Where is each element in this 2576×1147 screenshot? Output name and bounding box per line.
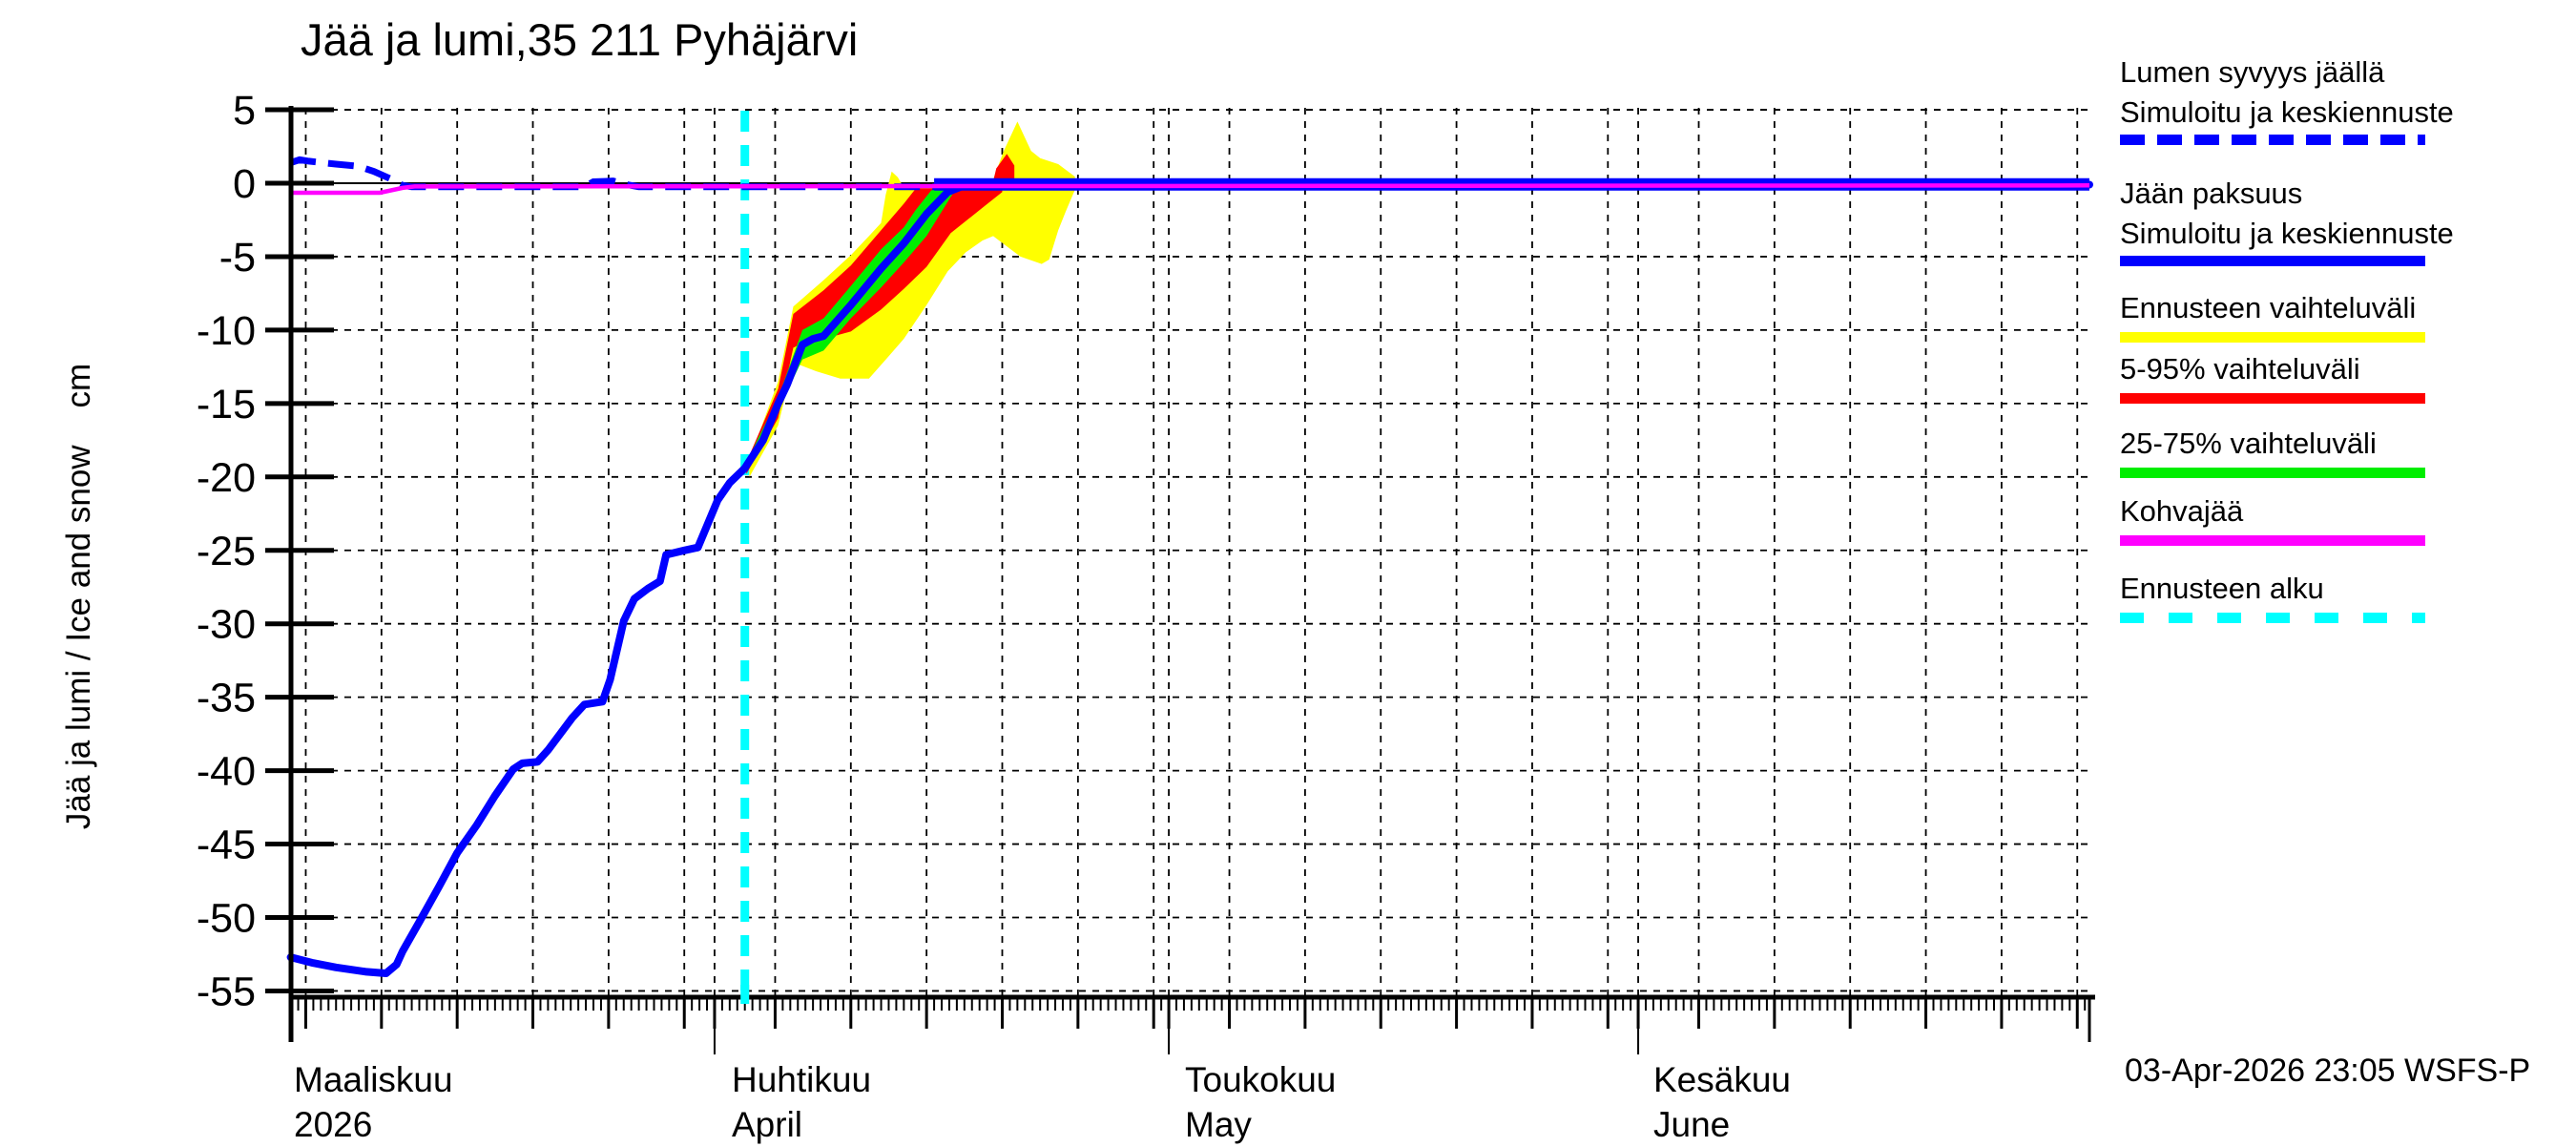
month-label-en: May [1185, 1105, 1252, 1144]
ice-line [286, 180, 2093, 977]
month-label-en: June [1653, 1105, 1731, 1144]
band-vaihteluvali_25_75 [744, 186, 962, 471]
y-tick-label: 0 [233, 161, 256, 207]
y-tick-label: -5 [219, 235, 256, 281]
chart-title: Jää ja lumi,35 211 Pyhäjärvi [301, 14, 859, 65]
y-tick-label: -50 [197, 896, 256, 942]
y-tick-label: -55 [197, 969, 256, 1014]
y-tick-label: -20 [197, 455, 256, 501]
band-ennusteen_vaihteluvali_min_max [749, 121, 1075, 477]
y-tick-label: -30 [197, 602, 256, 648]
y-tick-label: -35 [197, 676, 256, 721]
forecast-start-axis-mark [740, 985, 750, 1004]
snow-line [289, 156, 2089, 191]
timestamp: 03-Apr-2026 23:05 WSFS-P [2125, 1053, 2531, 1089]
month-label-fi: Huhtikuu [732, 1060, 872, 1099]
y-tick-label: -15 [197, 382, 256, 428]
y-axis-label: Jää ja lumi / Ice and snow cm [60, 363, 97, 830]
month-label-april: Huhtikuu April [732, 1057, 871, 1147]
month-label-fi: Kesäkuu [1653, 1060, 1791, 1099]
month-label-2026: Maaliskuu 2026 [294, 1057, 453, 1147]
y-tick-label: -40 [197, 749, 256, 795]
y-tick-label: -25 [197, 529, 256, 574]
y-tick-label: -45 [197, 823, 256, 868]
kohvajaa-line [290, 183, 2090, 196]
month-label-en: 2026 [294, 1105, 373, 1144]
month-label-fi: Toukokuu [1185, 1060, 1337, 1099]
month-label-fi: Maaliskuu [294, 1060, 453, 1099]
month-label-june: Kesäkuu June [1653, 1057, 1791, 1147]
y-tick-label: 5 [233, 88, 256, 134]
month-label-may: Toukokuu May [1185, 1057, 1336, 1147]
band-vaihteluvali_5_95 [746, 188, 1003, 474]
month-label-en: April [732, 1105, 803, 1144]
y-tick-label: -10 [197, 308, 256, 354]
